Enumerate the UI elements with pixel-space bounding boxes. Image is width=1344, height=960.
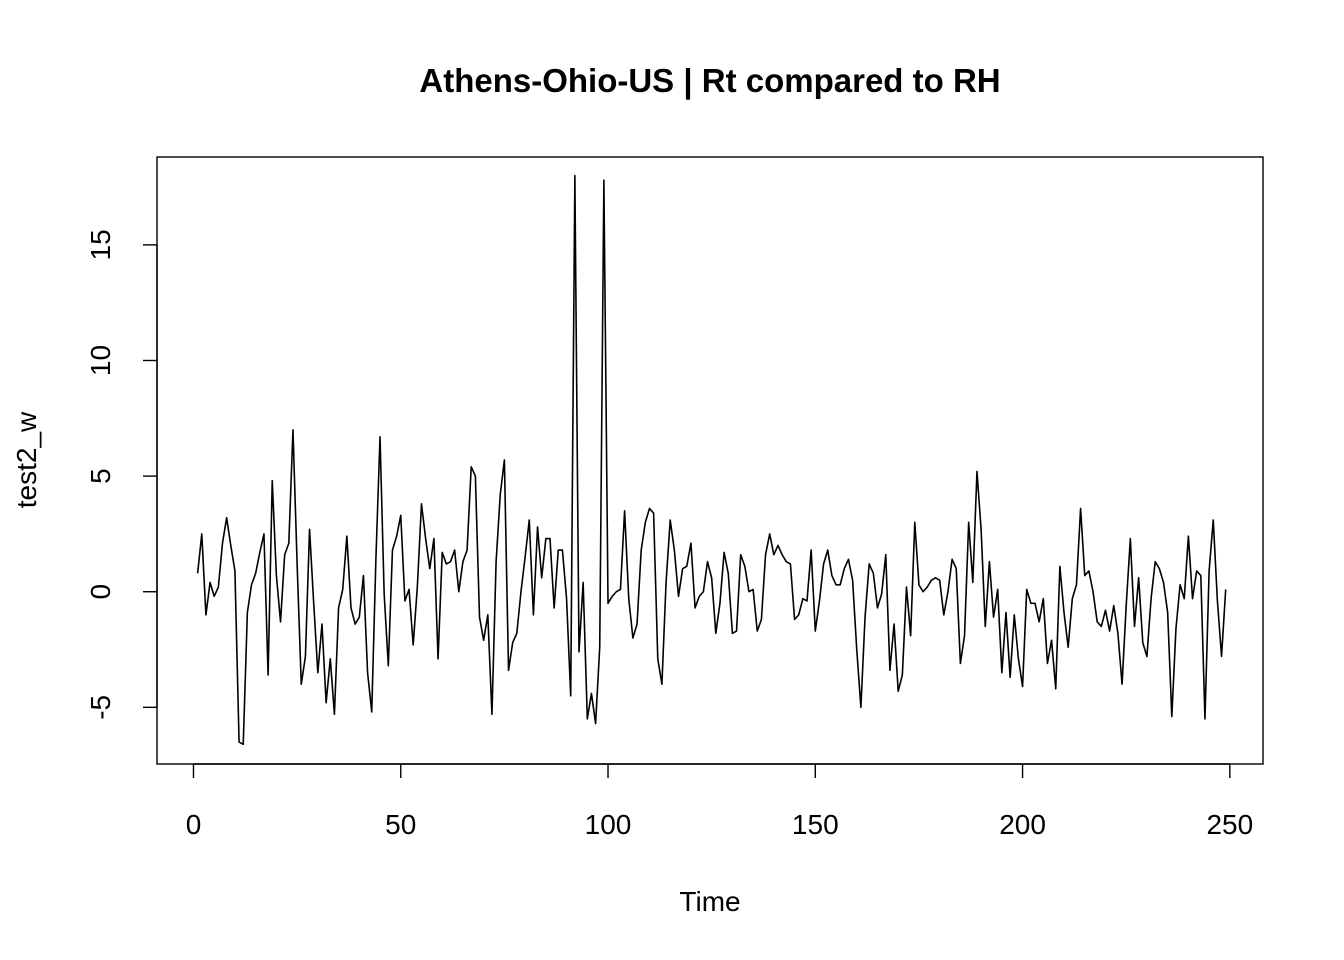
y-axis-label: test2_w — [11, 411, 42, 508]
x-axis: 0 50 100 150 200 250 — [186, 763, 1253, 840]
series-points — [198, 175, 1226, 744]
series-line — [196, 174, 1227, 746]
x-axis-label: Time — [679, 886, 740, 917]
x-tick-label: 150 — [792, 809, 839, 840]
y-tick-label: 10 — [85, 345, 116, 376]
y-tick-label: -5 — [85, 695, 116, 720]
chart-title: Athens-Ohio-US | Rt compared to RH — [419, 62, 1000, 99]
y-axis: -5 0 5 10 15 — [85, 229, 158, 720]
x-tick-label: 200 — [999, 809, 1046, 840]
x-tick-label: 50 — [385, 809, 416, 840]
x-tick-label: 100 — [585, 809, 632, 840]
y-tick-label: 0 — [85, 584, 116, 600]
y-tick-label: 15 — [85, 229, 116, 260]
x-tick-label: 250 — [1206, 809, 1253, 840]
y-tick-label: 5 — [85, 468, 116, 484]
plot-area-frame — [156, 156, 1264, 765]
x-tick-label: 0 — [186, 809, 202, 840]
